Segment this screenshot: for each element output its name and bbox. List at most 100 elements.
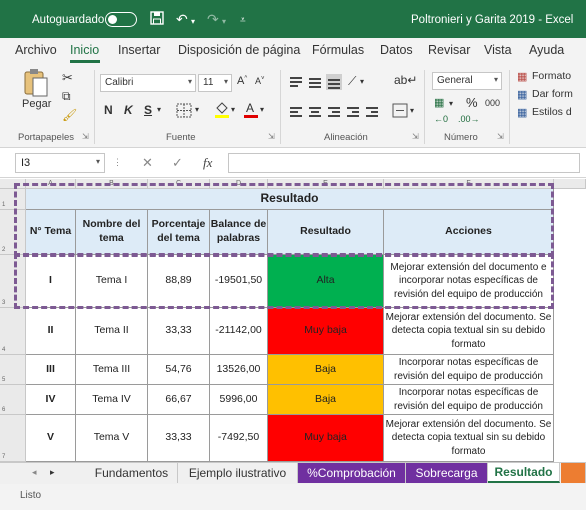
italic-button[interactable]: K — [124, 103, 133, 117]
sheet-tab[interactable]: Fundamentos — [86, 463, 178, 483]
column-header[interactable] — [554, 179, 586, 189]
redo-icon[interactable]: ↷ — [207, 11, 219, 27]
cut-icon[interactable]: ✂ — [62, 70, 73, 85]
table-row-number[interactable]: III — [26, 355, 76, 385]
sheet-tab[interactable]: Sobrecarga — [406, 463, 488, 483]
thousands-button[interactable]: 000 — [485, 98, 501, 108]
borders-dropdown-icon[interactable]: ▾ — [195, 105, 200, 114]
align-left-icon[interactable] — [288, 104, 304, 120]
table-cell-percent[interactable]: 33,33 — [148, 308, 210, 355]
tab-formulas[interactable]: Fórmulas — [312, 43, 365, 57]
cancel-icon[interactable]: ✕ — [142, 155, 153, 170]
row-header[interactable]: 3 — [0, 255, 26, 308]
font-name-combo[interactable]: Calibri ▾ — [100, 74, 196, 92]
conditional-format-label[interactable]: Formato — [532, 70, 572, 82]
row-header[interactable]: 7 — [0, 415, 26, 462]
format-as-table-icon[interactable]: ▦ — [517, 89, 528, 101]
paste-label[interactable]: Pegar — [22, 98, 52, 110]
scroll-right-icon[interactable]: ▸ — [50, 467, 55, 477]
sheet-tab[interactable]: %Comprobación — [298, 463, 406, 483]
row-header[interactable]: 2 — [0, 210, 26, 255]
sheet-tab-overflow[interactable] — [561, 463, 586, 483]
align-right-icon[interactable] — [326, 104, 342, 120]
decrease-indent-icon[interactable] — [345, 104, 361, 120]
sheet-tab[interactable]: Ejemplo ilustrativo — [178, 463, 298, 483]
table-cell-result[interactable]: Muy baja — [268, 415, 384, 462]
underline-button[interactable]: S — [144, 103, 153, 117]
table-cell-balance[interactable]: -7492,50 — [210, 415, 268, 462]
customize-toolbar-icon[interactable]: ⩡ — [240, 15, 246, 26]
percent-button[interactable]: % — [466, 95, 478, 110]
row-header[interactable]: 1 — [0, 189, 26, 210]
table-cell-action[interactable]: Mejorar extensión del documento. Se dete… — [384, 308, 554, 355]
merge-center-icon[interactable] — [392, 103, 408, 121]
table-cell-balance[interactable]: 5996,00 — [210, 385, 268, 415]
table-title[interactable]: Resultado — [26, 189, 554, 210]
currency-icon[interactable]: ▦ — [434, 97, 445, 109]
align-middle-icon[interactable] — [307, 74, 323, 90]
header-balance[interactable]: Balance de palabras — [210, 210, 268, 255]
autosave-toggle[interactable] — [105, 12, 137, 27]
insert-function-button[interactable]: fx — [203, 155, 213, 170]
align-top-icon[interactable] — [288, 74, 304, 90]
conditional-format-icon[interactable]: ▦ — [517, 71, 528, 83]
paste-icon[interactable] — [22, 68, 50, 101]
table-cell-percent[interactable]: 33,33 — [148, 415, 210, 462]
underline-dropdown-icon[interactable]: ▾ — [157, 105, 162, 114]
tab-vista[interactable]: Vista — [484, 43, 512, 57]
tab-inicio[interactable]: Inicio — [70, 43, 100, 57]
tab-datos[interactable]: Datos — [380, 43, 413, 57]
row-header[interactable]: 4 — [0, 308, 26, 355]
fill-color-icon[interactable] — [214, 101, 230, 122]
fill-dropdown-icon[interactable]: ▾ — [231, 105, 236, 114]
tab-archivo[interactable]: Archivo — [15, 43, 57, 57]
table-cell-name[interactable]: Tema II — [76, 308, 148, 355]
increase-indent-icon[interactable] — [364, 104, 380, 120]
align-bottom-icon[interactable] — [326, 74, 342, 90]
decrease-decimal-icon[interactable]: .00→ — [458, 114, 480, 124]
number-format-combo[interactable]: General ▾ — [432, 72, 502, 90]
table-cell-name[interactable]: Tema IV — [76, 385, 148, 415]
header-tema-number[interactable]: N° Tema — [26, 210, 76, 255]
table-cell-name[interactable]: Tema V — [76, 415, 148, 462]
table-cell-percent[interactable]: 54,76 — [148, 355, 210, 385]
table-cell-result[interactable]: Muy baja — [268, 308, 384, 355]
font-launcher-icon[interactable]: ⇲ — [268, 132, 275, 141]
scroll-left-icon[interactable]: ◂ — [32, 467, 37, 477]
align-center-icon[interactable] — [307, 104, 323, 120]
increase-decimal-icon[interactable]: ←0 — [434, 114, 449, 124]
header-resultado[interactable]: Resultado — [268, 210, 384, 255]
clipboard-launcher-icon[interactable]: ⇲ — [82, 132, 89, 141]
table-cell-action[interactable]: Incorporar notas específicas de revisión… — [384, 355, 554, 385]
bold-button[interactable]: N — [104, 103, 113, 117]
orientation-icon[interactable]: ⟋ — [348, 74, 357, 88]
undo-dropdown-icon[interactable]: ▾ — [191, 17, 196, 26]
table-cell-result[interactable]: Alta — [268, 255, 384, 308]
header-porcentaje[interactable]: Porcentaje del tema — [148, 210, 210, 255]
undo-icon[interactable]: ↶ — [176, 11, 188, 27]
orientation-dropdown-icon[interactable]: ▾ — [360, 77, 365, 86]
cell-styles-label[interactable]: Estilos d — [532, 106, 572, 118]
copy-icon[interactable]: ⧉ — [62, 89, 71, 103]
row-header[interactable]: 5 — [0, 355, 26, 385]
font-color-dropdown-icon[interactable]: ▾ — [260, 105, 265, 114]
decrease-font-icon[interactable]: A˅ — [255, 76, 265, 86]
merge-dropdown-icon[interactable]: ▾ — [410, 106, 415, 115]
row-header[interactable]: 6 — [0, 385, 26, 415]
format-painter-icon[interactable]: 🖌 — [62, 108, 78, 122]
sheet-tab-active[interactable]: Resultado — [488, 463, 560, 483]
number-launcher-icon[interactable]: ⇲ — [497, 132, 504, 141]
cell-styles-icon[interactable]: ▦ — [517, 107, 528, 119]
tab-insertar[interactable]: Insertar — [118, 43, 161, 57]
tab-revisar[interactable]: Revisar — [428, 43, 471, 57]
header-nombre[interactable]: Nombre del tema — [76, 210, 148, 255]
format-as-table-label[interactable]: Dar form — [532, 88, 573, 100]
redo-dropdown-icon[interactable]: ▾ — [222, 17, 227, 26]
save-icon[interactable] — [150, 11, 164, 28]
increase-font-icon[interactable]: A^ — [237, 75, 248, 87]
name-box[interactable]: I3 ▾ — [15, 153, 105, 173]
table-cell-result[interactable]: Baja — [268, 355, 384, 385]
table-cell-action[interactable]: Mejorar extensión del documento. Se dete… — [384, 415, 554, 462]
font-color-icon[interactable]: A — [244, 100, 258, 122]
header-acciones[interactable]: Acciones — [384, 210, 554, 255]
